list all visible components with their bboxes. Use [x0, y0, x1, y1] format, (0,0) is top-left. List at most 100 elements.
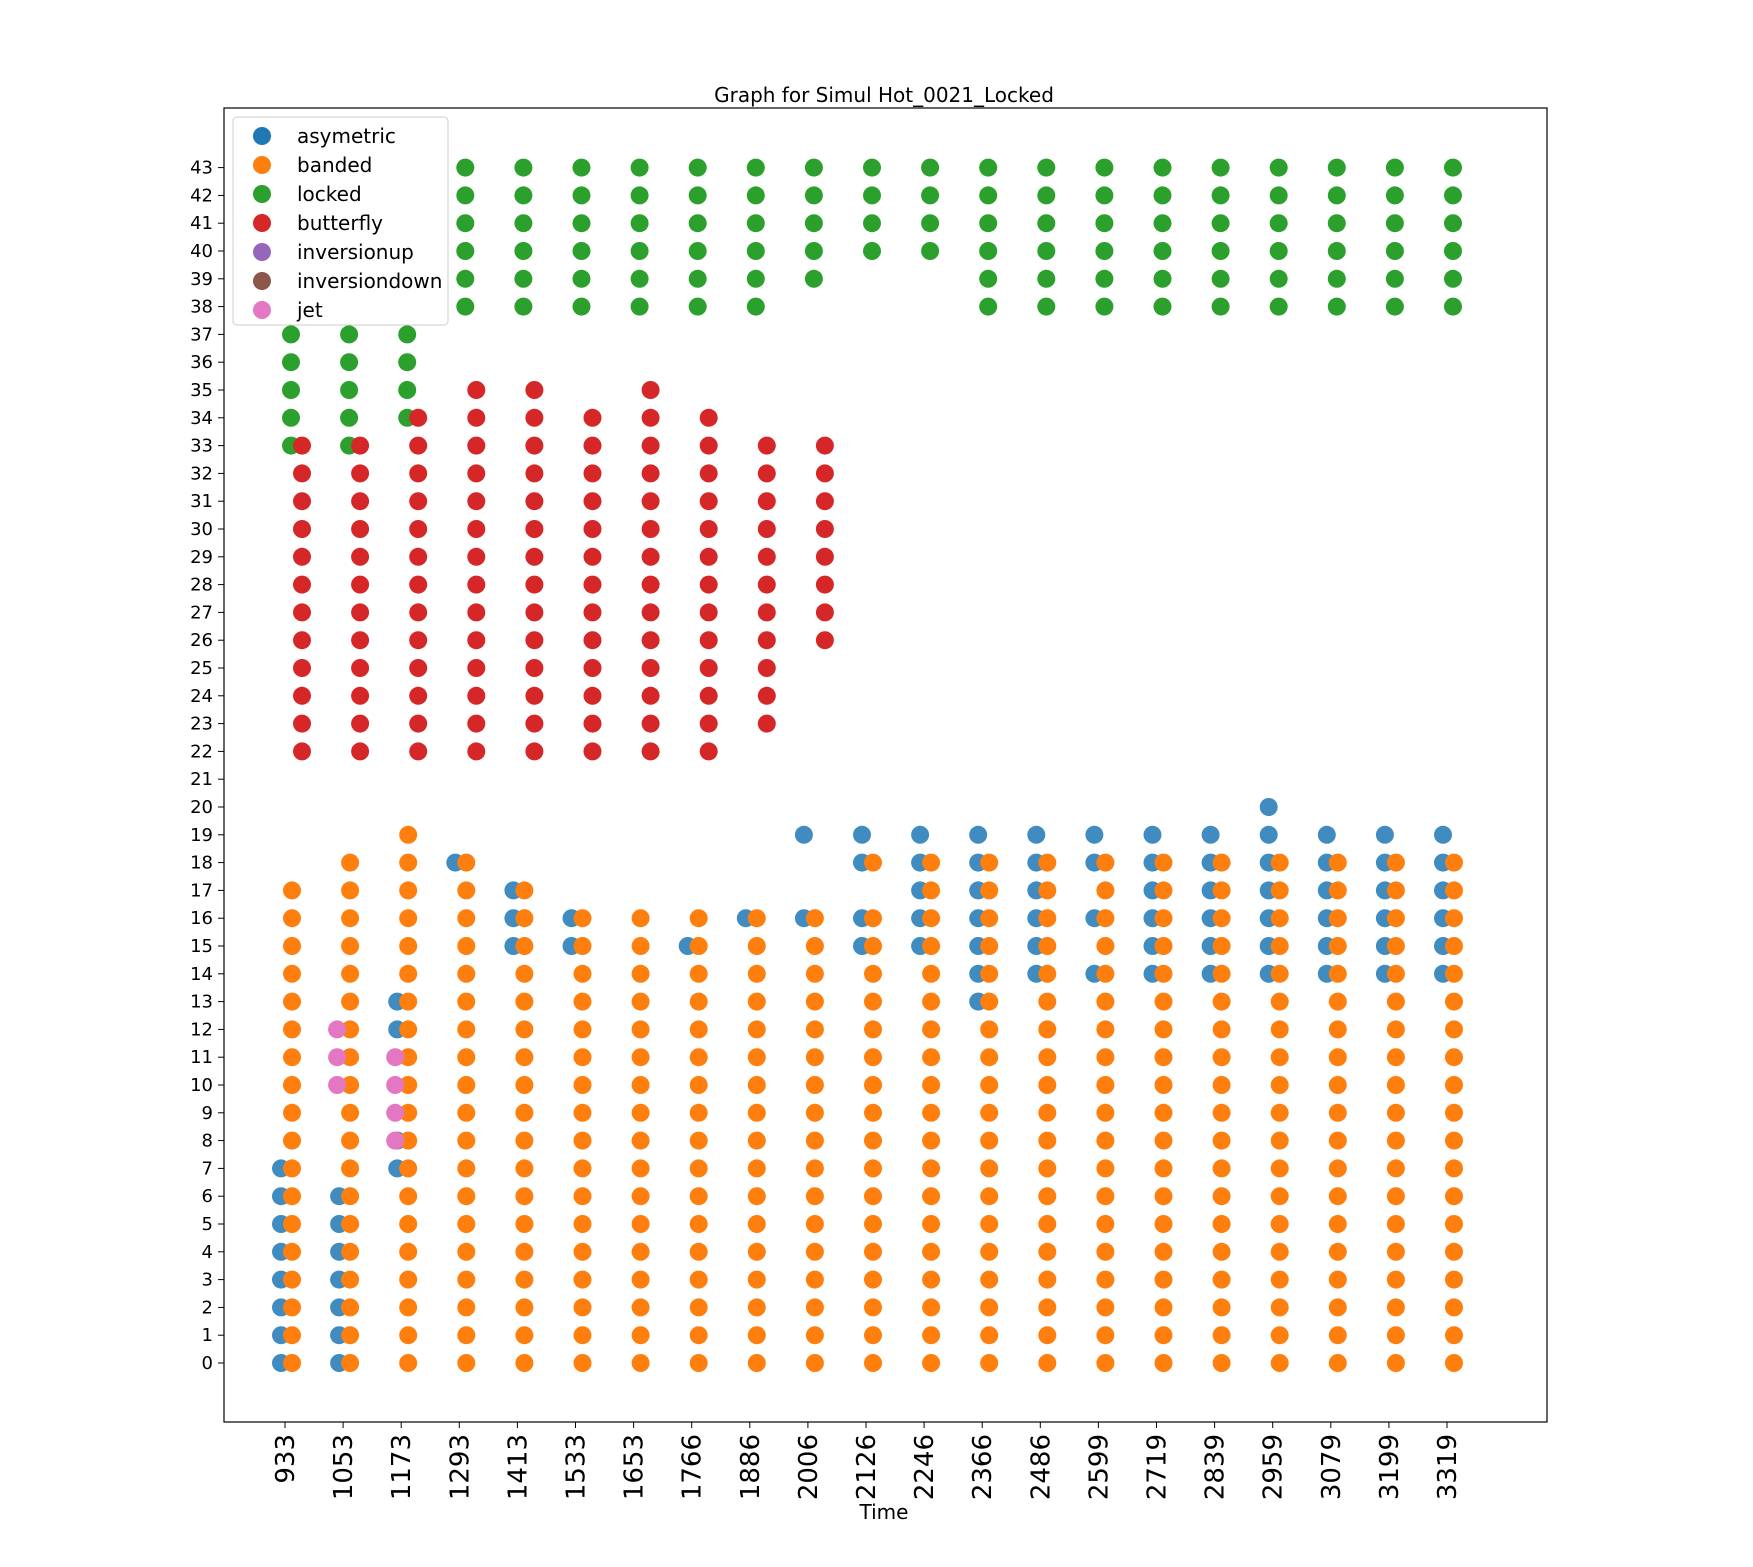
- y-tick-label: 7: [202, 1158, 213, 1179]
- point-banded: [1386, 1103, 1405, 1122]
- point-banded: [341, 1187, 360, 1206]
- point-banded: [864, 1326, 882, 1345]
- point-butterfly: [641, 547, 660, 566]
- point-banded: [399, 853, 418, 872]
- point-butterfly: [351, 464, 370, 483]
- point-banded: [1038, 1270, 1057, 1289]
- point-butterfly: [409, 547, 428, 566]
- point-banded: [457, 1187, 476, 1206]
- point-locked: [1444, 297, 1462, 316]
- point-butterfly: [699, 686, 718, 705]
- point-butterfly: [699, 714, 718, 733]
- point-butterfly: [583, 492, 602, 511]
- point-locked: [1269, 158, 1288, 177]
- point-banded: [864, 1270, 882, 1289]
- point-banded: [1212, 1187, 1231, 1206]
- point-banded: [1445, 853, 1463, 872]
- legend-marker-inversionup: [253, 243, 271, 261]
- point-banded: [283, 1159, 301, 1178]
- point-banded: [573, 1242, 592, 1261]
- point-locked: [630, 214, 649, 233]
- point-banded: [1038, 1215, 1057, 1233]
- point-banded: [1386, 1076, 1405, 1094]
- point-banded: [1386, 937, 1405, 955]
- point-banded: [980, 853, 999, 872]
- point-banded: [747, 1048, 766, 1067]
- point-banded: [747, 1242, 766, 1261]
- point-banded: [1270, 1048, 1289, 1067]
- point-banded: [922, 1103, 941, 1122]
- point-locked: [1444, 242, 1462, 260]
- point-locked: [1095, 186, 1114, 205]
- point-locked: [456, 186, 475, 205]
- point-banded: [341, 853, 360, 872]
- point-asymetric: [969, 825, 988, 844]
- point-banded: [747, 992, 766, 1011]
- point-locked: [514, 158, 533, 177]
- point-locked: [630, 297, 649, 316]
- point-banded: [980, 1020, 999, 1039]
- point-banded: [689, 1270, 708, 1289]
- point-banded: [341, 1076, 360, 1094]
- point-banded: [1154, 1076, 1173, 1094]
- legend-marker-jet: [253, 301, 271, 319]
- point-butterfly: [757, 492, 776, 511]
- point-butterfly: [641, 714, 660, 733]
- point-butterfly: [583, 464, 602, 483]
- point-banded: [573, 1187, 592, 1206]
- point-locked: [398, 325, 417, 344]
- point-butterfly: [583, 631, 602, 650]
- point-butterfly: [641, 492, 660, 511]
- point-banded: [1212, 1215, 1231, 1233]
- point-jet: [328, 1076, 347, 1094]
- point-butterfly: [293, 547, 311, 566]
- point-butterfly: [293, 520, 311, 538]
- point-banded: [1270, 1326, 1289, 1345]
- point-butterfly: [525, 686, 544, 705]
- point-asymetric: [911, 825, 930, 844]
- point-locked: [1385, 158, 1404, 177]
- point-banded: [631, 1242, 650, 1261]
- y-tick-label: 29: [190, 547, 213, 568]
- point-banded: [573, 1298, 592, 1317]
- point-banded: [922, 1076, 941, 1094]
- point-banded: [1038, 1048, 1057, 1067]
- point-banded: [1270, 1215, 1289, 1233]
- point-butterfly: [641, 659, 660, 677]
- point-banded: [689, 1215, 708, 1233]
- point-banded: [980, 1215, 999, 1233]
- x-tick-label: 2959: [1259, 1434, 1289, 1500]
- point-banded: [573, 937, 592, 955]
- point-locked: [340, 325, 359, 344]
- point-butterfly: [467, 603, 486, 622]
- point-butterfly: [467, 381, 486, 399]
- point-banded: [399, 937, 418, 955]
- point-banded: [864, 964, 882, 983]
- point-banded: [747, 1159, 766, 1178]
- point-locked: [1385, 297, 1404, 316]
- point-locked: [1385, 242, 1404, 260]
- point-locked: [1327, 214, 1346, 233]
- point-butterfly: [699, 408, 718, 427]
- point-banded: [922, 1048, 941, 1067]
- point-butterfly: [641, 520, 660, 538]
- point-locked: [514, 242, 533, 260]
- point-banded: [689, 1354, 708, 1372]
- point-butterfly: [815, 631, 834, 650]
- point-banded: [1270, 1270, 1289, 1289]
- point-butterfly: [351, 436, 370, 455]
- y-tick-label: 4: [202, 1242, 213, 1263]
- point-asymetric: [1317, 825, 1336, 844]
- point-locked: [921, 158, 940, 177]
- point-banded: [1038, 1076, 1057, 1094]
- point-banded: [399, 1187, 418, 1206]
- point-banded: [1328, 937, 1347, 955]
- point-banded: [341, 1020, 360, 1039]
- point-banded: [1212, 1131, 1231, 1150]
- y-tick-label: 14: [190, 964, 213, 985]
- point-butterfly: [525, 659, 544, 677]
- point-banded: [1270, 1242, 1289, 1261]
- point-banded: [689, 909, 708, 928]
- point-banded: [805, 1354, 824, 1372]
- point-banded: [1328, 1187, 1347, 1206]
